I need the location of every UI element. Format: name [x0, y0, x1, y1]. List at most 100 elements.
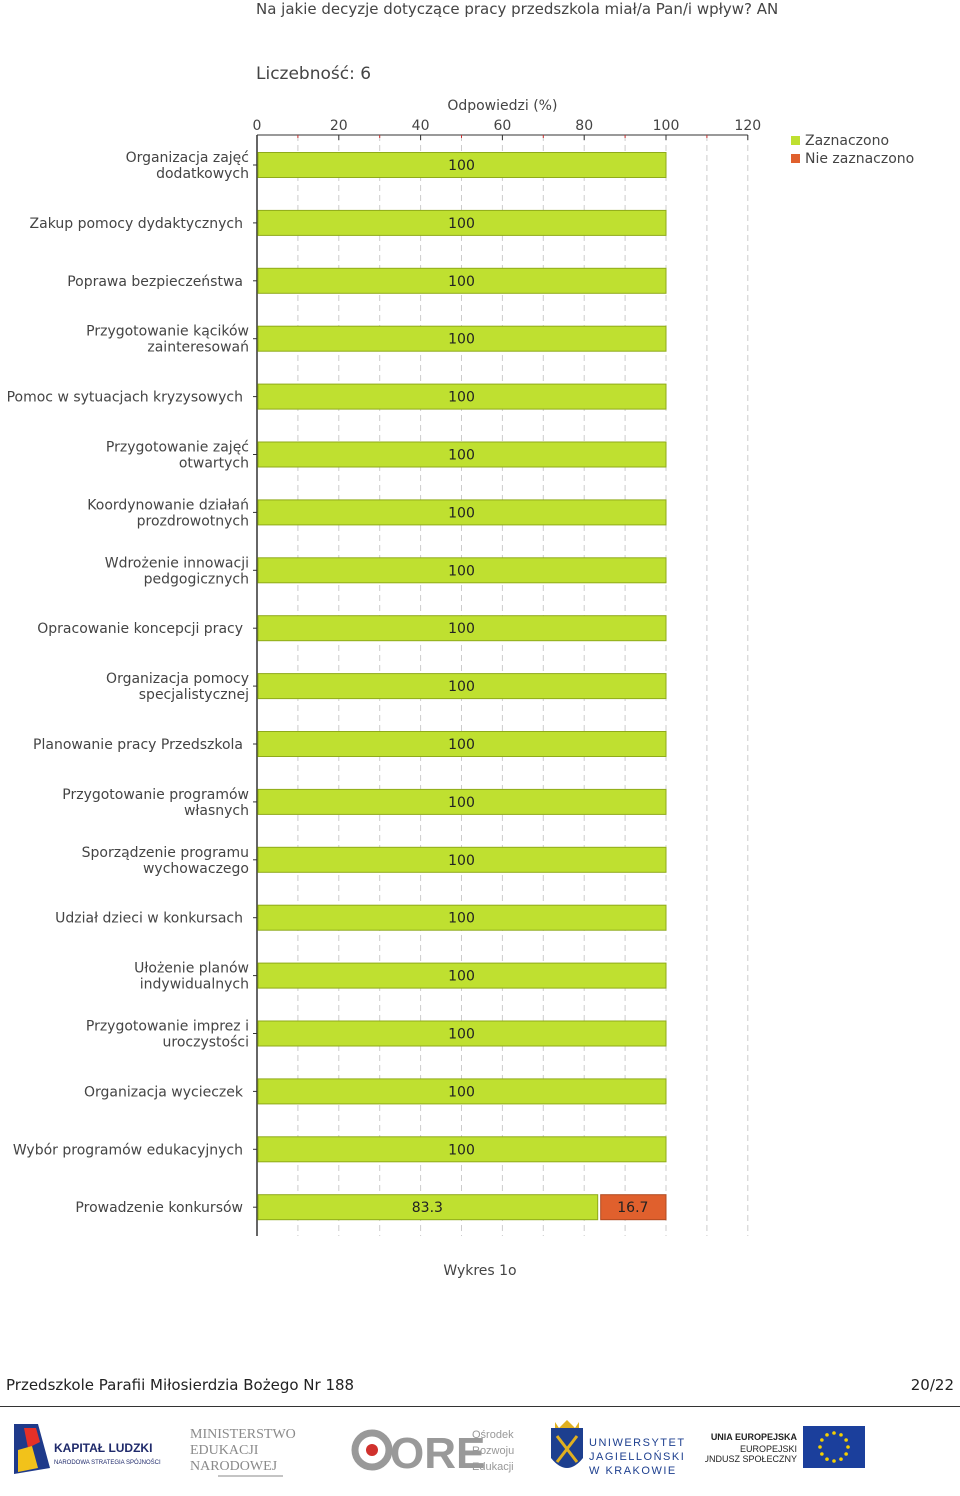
- bar-selected: [257, 731, 667, 757]
- eu-star: [832, 1431, 836, 1435]
- ore-logo: ORE Ośrodek Rozwoju Edukacji: [350, 1418, 525, 1482]
- bar-chart: Liczebność: 6 Odpowiedzi (%) 0 20 40 60 80 100 1…: [7, 64, 914, 1236]
- svg-text:UNIA EUROPEJSKA: UNIA EUROPEJSKA: [711, 1432, 798, 1442]
- svg-text:NARODOWA STRATEGIA SPÓJNOŚCI: NARODOWA STRATEGIA SPÓJNOŚCI: [54, 1458, 161, 1466]
- svg-text:ORE: ORE: [390, 1429, 485, 1478]
- legend-swatch: [791, 136, 800, 145]
- category-label: Sporządzenie programu wychowaczego: [82, 845, 249, 877]
- legend-label: Zaznaczono: [805, 133, 889, 149]
- bar-value-label: 100: [448, 158, 475, 174]
- category-label: Organizacja zajęć dodatkowych: [126, 150, 249, 182]
- x-tick-label: 60: [493, 118, 511, 134]
- bar-selected: [257, 615, 667, 642]
- svg-text:Rozwoju: Rozwoju: [472, 1445, 514, 1457]
- category-label: Ułożenie planów indywidualnych: [134, 961, 249, 993]
- bar-value-label: 100: [448, 448, 475, 464]
- legend-label: Nie zaznaczono: [805, 151, 914, 167]
- category-label: Wybór programów edukacyjnych: [13, 1142, 243, 1158]
- svg-text:Ośrodek: Ośrodek: [472, 1429, 514, 1441]
- bar-value-label: 100: [448, 1142, 475, 1158]
- footer-divider: [0, 1406, 960, 1407]
- category-label: Koordynowanie działań prozdrowotnych: [87, 497, 249, 529]
- sponsor-logos: KAPITAŁ LUDZKI NARODOWA STRATEGIA SPÓJNO…: [0, 1418, 960, 1488]
- category-label: Przygotowanie imprez i uroczystości: [86, 1019, 249, 1051]
- bar-selected: [257, 499, 667, 526]
- eu-star: [820, 1438, 824, 1442]
- count-label: Liczebność: 6: [256, 64, 371, 84]
- kapital-ludzki-logo: KAPITAŁ LUDZKI NARODOWA STRATEGIA SPÓJNO…: [10, 1418, 175, 1482]
- category-label: Poprawa bezpieczeństwa: [67, 274, 243, 290]
- eu-star: [839, 1433, 843, 1437]
- bar-selected: [257, 1136, 667, 1163]
- bar-value-label: 100: [448, 274, 475, 290]
- svg-text:Edukacji: Edukacji: [472, 1461, 514, 1473]
- eu-star: [844, 1452, 848, 1456]
- bar-value-label: 83.3: [412, 1200, 443, 1216]
- men-logo: MINISTERSTWO EDUKACJI NARODOWEJ: [188, 1418, 313, 1482]
- bar-value-label: 16.7: [617, 1200, 648, 1216]
- bar-value-label: 100: [448, 216, 475, 232]
- svg-text:UNIWERSYTET: UNIWERSYTET: [589, 1437, 686, 1449]
- bar-value-label: 100: [448, 505, 475, 521]
- legend-swatch: [791, 154, 800, 163]
- bar-value-label: 100: [448, 1027, 475, 1043]
- bar-value-label: 100: [448, 621, 475, 637]
- eu-star: [825, 1457, 829, 1461]
- x-tick-label: 20: [330, 118, 348, 134]
- bar-value-label: 100: [448, 737, 475, 753]
- category-label: Prowadzenie konkursów: [75, 1200, 243, 1216]
- x-tick-label: 120: [734, 118, 761, 134]
- category-label: Przygotowanie kącików zainteresowań: [86, 324, 249, 356]
- footer-institution: Przedszkole Parafii Miłosierdzia Bożego …: [6, 1376, 355, 1394]
- bar-selected: [257, 557, 667, 584]
- bar-value-label: 100: [448, 911, 475, 927]
- bar-selected: [257, 962, 667, 989]
- eu-star: [825, 1433, 829, 1437]
- bar-not-selected: [600, 1194, 667, 1221]
- x-axis-label: Odpowiedzi (%): [447, 98, 557, 114]
- svg-text:EDUKACJI: EDUKACJI: [190, 1443, 259, 1458]
- bar-value-label: 100: [448, 1084, 475, 1100]
- x-tick-label: 40: [412, 118, 430, 134]
- svg-text:NARODOWEJ: NARODOWEJ: [190, 1459, 278, 1474]
- category-label: Pomoc w sytuacjach kryzysowych: [7, 390, 243, 406]
- bar-value-label: 100: [448, 853, 475, 869]
- bar-selected: [257, 152, 667, 178]
- bar-value-label: 100: [448, 332, 475, 348]
- eu-logo: UNIA EUROPEJSKA EUROPEJSKI FUNDUSZ SPOŁE…: [697, 1418, 870, 1482]
- page-title: Na jakie decyzje dotyczące pracy przedsz…: [256, 0, 779, 18]
- category-label: Planowanie pracy Przedszkola: [33, 737, 243, 753]
- eu-star: [844, 1438, 848, 1442]
- eu-star: [839, 1457, 843, 1461]
- eu-star: [818, 1445, 822, 1449]
- bar-selected: [257, 441, 667, 468]
- category-label: Zakup pomocy dydaktycznych: [30, 216, 243, 232]
- bar-selected: [257, 846, 667, 873]
- bar-value-label: 100: [448, 795, 475, 811]
- category-label: Organizacja wycieczek: [84, 1084, 244, 1100]
- category-label: Przygotowanie zajęć otwartych: [106, 440, 249, 472]
- bar-selected: [257, 1078, 667, 1105]
- svg-text:MINISTERSTWO: MINISTERSTWO: [190, 1427, 296, 1442]
- category-label: Organizacja pomocy specjalistycznej: [106, 671, 249, 703]
- category-label: Przygotowanie programów własnych: [62, 787, 249, 819]
- x-tick-label: 0: [253, 118, 262, 134]
- eu-star: [846, 1445, 850, 1449]
- bar-selected: [257, 209, 667, 236]
- x-tick-label: 80: [575, 118, 593, 134]
- svg-text:KAPITAŁ LUDZKI: KAPITAŁ LUDZKI: [54, 1441, 152, 1455]
- bar-value-label: 100: [448, 563, 475, 579]
- bar-selected: [257, 383, 667, 410]
- category-label: Udział dzieci w konkursach: [55, 911, 243, 927]
- category-label: Opracowanie koncepcji pracy: [37, 621, 243, 637]
- bar-selected: [257, 267, 667, 294]
- x-tick-label: 100: [653, 118, 680, 134]
- bar-selected: [257, 1020, 667, 1047]
- eu-star: [820, 1452, 824, 1456]
- footer-page-number: 20/22: [910, 1376, 954, 1394]
- chart-caption: Wykres 1o: [443, 1263, 517, 1279]
- bar-selected: [257, 904, 667, 931]
- svg-text:EUROPEJSKI: EUROPEJSKI: [740, 1444, 797, 1454]
- svg-text:W KRAKOWIE: W KRAKOWIE: [589, 1465, 677, 1477]
- svg-text:JAGIELLOŃSKI: JAGIELLOŃSKI: [589, 1450, 685, 1463]
